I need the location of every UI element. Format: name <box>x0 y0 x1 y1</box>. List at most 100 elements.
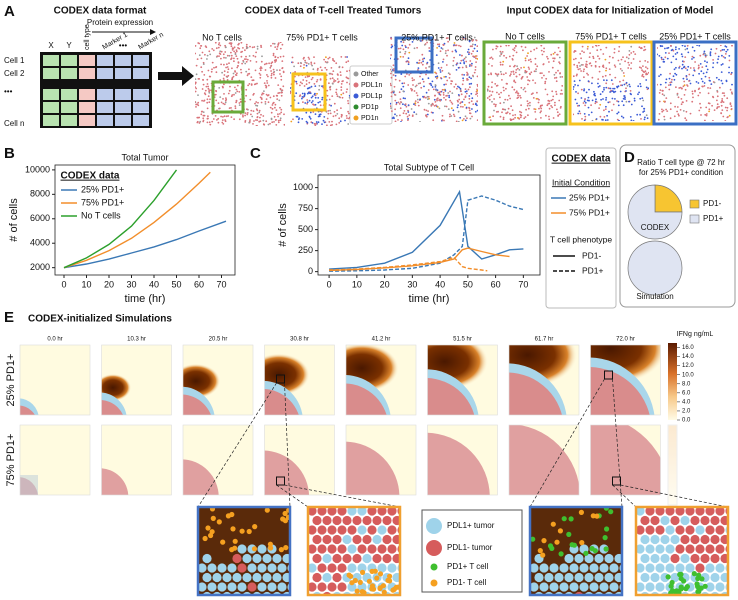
cell-dot <box>599 115 602 118</box>
tumor-cell <box>337 525 347 535</box>
image-label: No T cells <box>202 32 242 42</box>
cell-dot <box>405 46 407 49</box>
cell-dot <box>324 66 327 69</box>
cell-dot <box>434 76 437 78</box>
cell-dot <box>390 102 392 105</box>
cell-dot <box>726 109 728 112</box>
cell-dot <box>256 82 258 85</box>
cell-dot <box>233 50 236 53</box>
cell-dot <box>613 87 616 90</box>
cell-dot <box>281 60 284 62</box>
t-cell <box>360 569 366 576</box>
tumor <box>590 425 661 495</box>
cell-dot <box>524 116 527 118</box>
cell-dot <box>327 110 330 112</box>
cell-dot <box>524 46 527 49</box>
cell-dot <box>507 107 510 110</box>
cell-dot <box>279 113 281 115</box>
cell-dot <box>476 58 478 60</box>
cell-dot <box>392 64 395 67</box>
cell-dot <box>407 47 410 49</box>
legend-marker <box>353 82 359 88</box>
cell-dot <box>664 47 666 50</box>
cell-dot <box>406 115 409 118</box>
cell-dot <box>594 102 597 105</box>
cell-dot <box>227 92 230 95</box>
t-cell <box>205 525 211 531</box>
cell-dot <box>581 50 583 52</box>
cell-dot <box>543 50 545 53</box>
cell-dot <box>591 82 593 85</box>
cell-dot <box>495 47 498 50</box>
cell-dot <box>590 64 593 67</box>
cell-dot <box>681 63 684 66</box>
cell-dot <box>340 114 343 116</box>
cell-dot <box>414 102 417 105</box>
cell-dot <box>629 85 631 88</box>
cell-dot <box>263 82 266 84</box>
cell-dot <box>426 41 428 44</box>
cell-dot <box>544 82 546 85</box>
tumor-cell <box>636 525 645 535</box>
cell-dot <box>330 104 332 107</box>
cell-dot <box>425 67 427 69</box>
cell-dot <box>512 54 515 57</box>
cell-dot <box>339 120 342 123</box>
cell-dot <box>399 107 402 110</box>
cell-dot <box>450 82 452 85</box>
cell-dot <box>605 67 608 70</box>
tumor-cell <box>640 572 650 583</box>
cell-dot <box>628 50 631 52</box>
zoom-box <box>291 72 327 112</box>
section-title: CODEX-initialized Simulations <box>28 314 172 325</box>
cell-dot <box>665 97 668 99</box>
cell-dot <box>643 107 646 110</box>
tumor-cell <box>257 544 267 554</box>
cell-dot <box>464 115 467 118</box>
cell-dot <box>431 86 434 88</box>
cell-dot <box>668 77 671 80</box>
cell-dot <box>660 56 663 59</box>
cell-dot <box>311 64 313 67</box>
clipped-group <box>20 425 90 495</box>
cell-dot <box>455 62 458 65</box>
cell-dot <box>455 69 458 71</box>
cell-dot <box>314 92 316 95</box>
cell-dot <box>404 52 406 55</box>
cell-dot <box>465 60 468 63</box>
tumor-cell <box>665 544 675 554</box>
pie-slice <box>654 184 683 213</box>
t-cell <box>698 585 704 591</box>
cell-dot <box>681 67 683 70</box>
cell-dot <box>442 94 445 96</box>
cell-dot <box>441 69 444 72</box>
cell-dot <box>598 65 601 68</box>
cell-dot <box>422 95 424 98</box>
cell-dot <box>548 71 550 73</box>
cell-dot <box>407 104 410 106</box>
cell-dot <box>195 90 197 93</box>
tumor-cell <box>202 572 212 583</box>
cell-dot <box>428 47 431 49</box>
cell-dot <box>425 91 428 94</box>
cell-dot <box>607 101 610 104</box>
cell-dot <box>584 65 587 68</box>
cell-dot <box>464 88 467 90</box>
cell-dot <box>591 46 594 48</box>
tumor <box>183 459 219 495</box>
cell-dot <box>314 103 317 106</box>
table-cell <box>61 102 77 113</box>
cell-dot <box>502 73 505 76</box>
cell-dot <box>441 119 444 121</box>
cell-dot <box>310 63 313 65</box>
zoom-line <box>612 378 623 508</box>
cell-dot <box>637 93 639 96</box>
cell-dot <box>308 116 311 119</box>
cell-dot <box>644 116 646 119</box>
t-cell <box>578 509 585 515</box>
cell-dot <box>279 119 282 122</box>
cell-dot <box>695 81 698 83</box>
cell-dot <box>640 47 643 50</box>
cell-dot <box>678 114 680 117</box>
cell-dot <box>218 87 221 89</box>
